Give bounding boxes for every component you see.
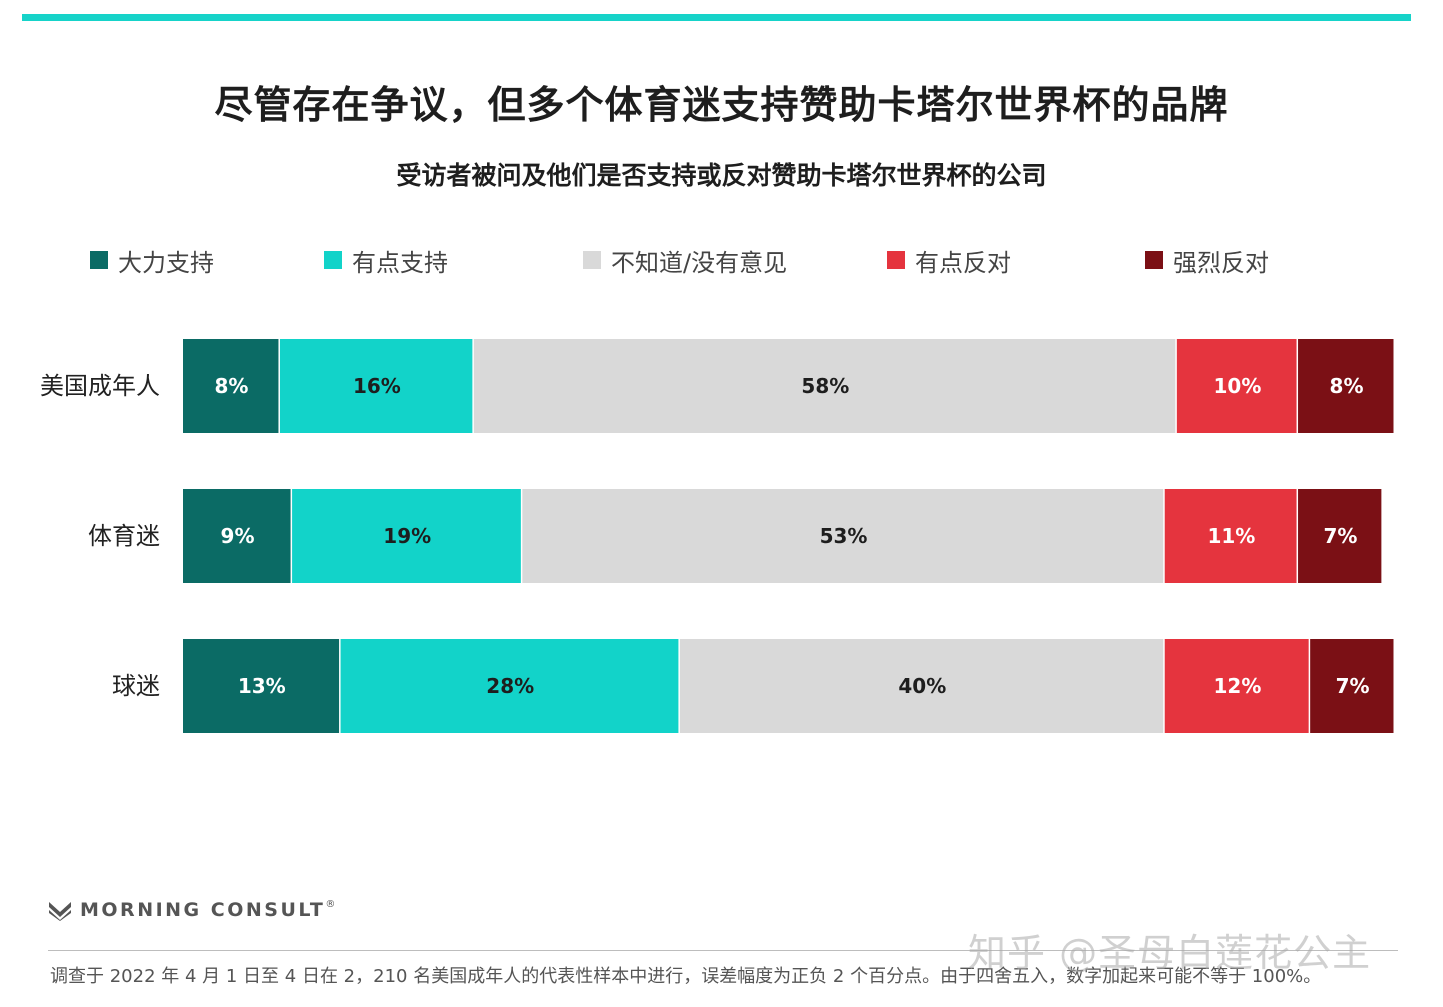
morning-consult-logo-icon: [49, 902, 71, 921]
data-label: 8%: [214, 374, 248, 398]
legend-item: 有点支持: [324, 244, 448, 277]
data-label: 28%: [486, 674, 534, 698]
bar-segment: [1164, 489, 1297, 583]
row-label: 球迷: [112, 672, 160, 700]
legend-item: 强烈反对: [1145, 244, 1269, 277]
bar-segment: [1164, 639, 1309, 733]
bar-segment: [183, 489, 291, 583]
legend-item: 有点反对: [887, 244, 1011, 277]
legend-swatch: [583, 251, 601, 269]
legend-label: 有点反对: [915, 248, 1011, 277]
bar-segment: [522, 489, 1164, 583]
watermark: 知乎 @圣母白莲花公主: [968, 931, 1372, 975]
data-label: 53%: [820, 524, 868, 548]
legend-label: 大力支持: [118, 248, 214, 277]
bar-segment: [679, 639, 1164, 733]
data-label: 7%: [1336, 674, 1370, 698]
row-label: 体育迷: [88, 522, 160, 550]
bar-segment: [1176, 339, 1297, 433]
bar-segment: [183, 639, 340, 733]
row-label: 美国成年人: [40, 372, 160, 400]
legend-swatch: [90, 251, 108, 269]
data-label: 9%: [221, 524, 255, 548]
brand: MORNING CONSULT ®: [48, 896, 335, 924]
bar-segment: [183, 339, 279, 433]
legend-label: 有点支持: [352, 248, 448, 277]
legend-item: 大力支持: [90, 244, 214, 277]
chart-subtitle: 受访者被问及他们是否支持或反对赞助卡塔尔世界杯的公司: [396, 161, 1047, 190]
bar-segment: [1298, 489, 1382, 583]
legend-swatch: [1145, 251, 1163, 269]
legend-label: 强烈反对: [1173, 248, 1269, 277]
footnote: 调查于 2022 年 4 月 1 日至 4 日在 2，210 名美国成年人的代表…: [50, 966, 1322, 987]
bar-segment: [1310, 639, 1394, 733]
data-label: 11%: [1207, 524, 1255, 548]
data-label: 8%: [1330, 374, 1364, 398]
accent-bar: [22, 14, 1411, 21]
brand-name: MORNING CONSULT: [80, 899, 326, 921]
bar-segment: [292, 489, 521, 583]
data-label: 16%: [353, 374, 401, 398]
chart-title: 尽管存在争议，但多个体育迷支持赞助卡塔尔世界杯的品牌: [214, 83, 1229, 127]
data-label: 13%: [238, 674, 286, 698]
legend-swatch: [324, 251, 342, 269]
brand-registered-mark: ®: [325, 898, 336, 910]
data-label: 12%: [1214, 674, 1262, 698]
data-label: 58%: [801, 374, 849, 398]
legend-swatch: [887, 251, 905, 269]
legend-label: 不知道/没有意见: [611, 248, 788, 277]
data-label: 10%: [1214, 374, 1262, 398]
bar-segment: [473, 339, 1176, 433]
bar-segment: [1298, 339, 1394, 433]
data-label: 7%: [1323, 524, 1357, 548]
footer-divider: [48, 950, 1398, 951]
data-label: 19%: [383, 524, 431, 548]
bar-segment: [340, 639, 679, 733]
bar-segment: [279, 339, 473, 433]
data-label: 40%: [898, 674, 946, 698]
legend-item: 不知道/没有意见: [583, 244, 788, 277]
